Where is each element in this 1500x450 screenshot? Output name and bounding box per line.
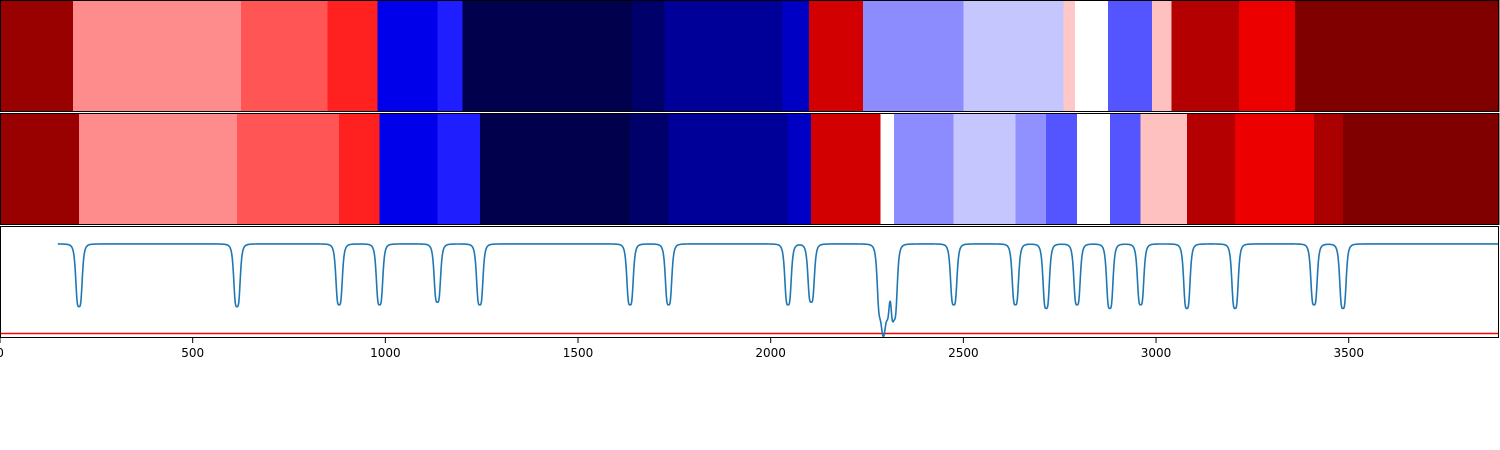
segment-r1-18 [1140, 113, 1188, 225]
segment-r0-0 [0, 0, 74, 112]
segment-r1-16 [1077, 113, 1111, 225]
segment-r0-19 [1294, 0, 1500, 112]
segment-r1-1 [78, 113, 238, 225]
panel-frame-0 [0, 0, 1499, 112]
segment-r1-21 [1314, 113, 1344, 225]
segment-r0-6 [462, 0, 633, 112]
segment-r0-16 [1152, 0, 1173, 112]
segment-r1-13 [953, 113, 1016, 225]
line-panel [0, 243, 1499, 338]
segment-r0-15 [1107, 0, 1153, 112]
segment-r0-10 [809, 0, 864, 112]
segment-r1-2 [236, 113, 340, 225]
signal-line [57, 243, 1499, 338]
segment-r1-9 [788, 113, 812, 225]
segment-r0-8 [664, 0, 783, 112]
x-tick-label-1000: 1000 [370, 346, 401, 360]
segment-r1-10 [811, 113, 882, 225]
segment-r0-5 [437, 0, 464, 112]
segment-r0-7 [631, 0, 666, 112]
segment-r0-1 [73, 0, 242, 112]
segment-r1-6 [479, 113, 631, 225]
segment-r0-11 [863, 0, 964, 112]
segment-r1-22 [1342, 113, 1500, 225]
x-tick-label-1500: 1500 [563, 346, 594, 360]
x-axis: 0 500 1000 1500 2000 2500 3000 3500 [0, 338, 1364, 360]
segment-r1-19 [1186, 113, 1236, 225]
x-tick-label-2500: 2500 [948, 346, 979, 360]
segment-r0-13 [1063, 0, 1076, 112]
segment-r1-17 [1109, 113, 1142, 225]
segment-r1-14 [1015, 113, 1047, 225]
segment-r1-3 [339, 113, 381, 225]
segment-row-top [0, 0, 1500, 112]
x-tick-label-500: 500 [181, 346, 204, 360]
panel-frame-1 [0, 113, 1499, 225]
segment-r1-20 [1235, 113, 1315, 225]
segment-row-middle [0, 113, 1500, 225]
x-tick-label-2000: 2000 [755, 346, 786, 360]
panel-frames [0, 0, 1499, 338]
segment-r1-12 [894, 113, 955, 225]
segment-r0-4 [377, 0, 438, 112]
segment-r0-17 [1171, 0, 1240, 112]
x-tick-label-3500: 3500 [1333, 346, 1364, 360]
segment-r1-8 [668, 113, 789, 225]
x-tick-label-3000: 3000 [1141, 346, 1172, 360]
segment-r0-18 [1238, 0, 1296, 112]
x-tick-label-0: 0 [0, 346, 4, 360]
segment-r0-3 [327, 0, 379, 112]
panel-frame-2 [0, 226, 1499, 338]
segment-r1-11 [880, 113, 895, 225]
segment-r1-4 [379, 113, 438, 225]
segment-r0-14 [1075, 0, 1109, 112]
segment-r0-2 [240, 0, 329, 112]
segment-r0-9 [782, 0, 810, 112]
segment-r1-5 [437, 113, 481, 225]
segment-r1-0 [0, 113, 80, 225]
segment-r1-7 [630, 113, 670, 225]
segment-r1-15 [1046, 113, 1078, 225]
segment-r0-12 [963, 0, 1065, 112]
